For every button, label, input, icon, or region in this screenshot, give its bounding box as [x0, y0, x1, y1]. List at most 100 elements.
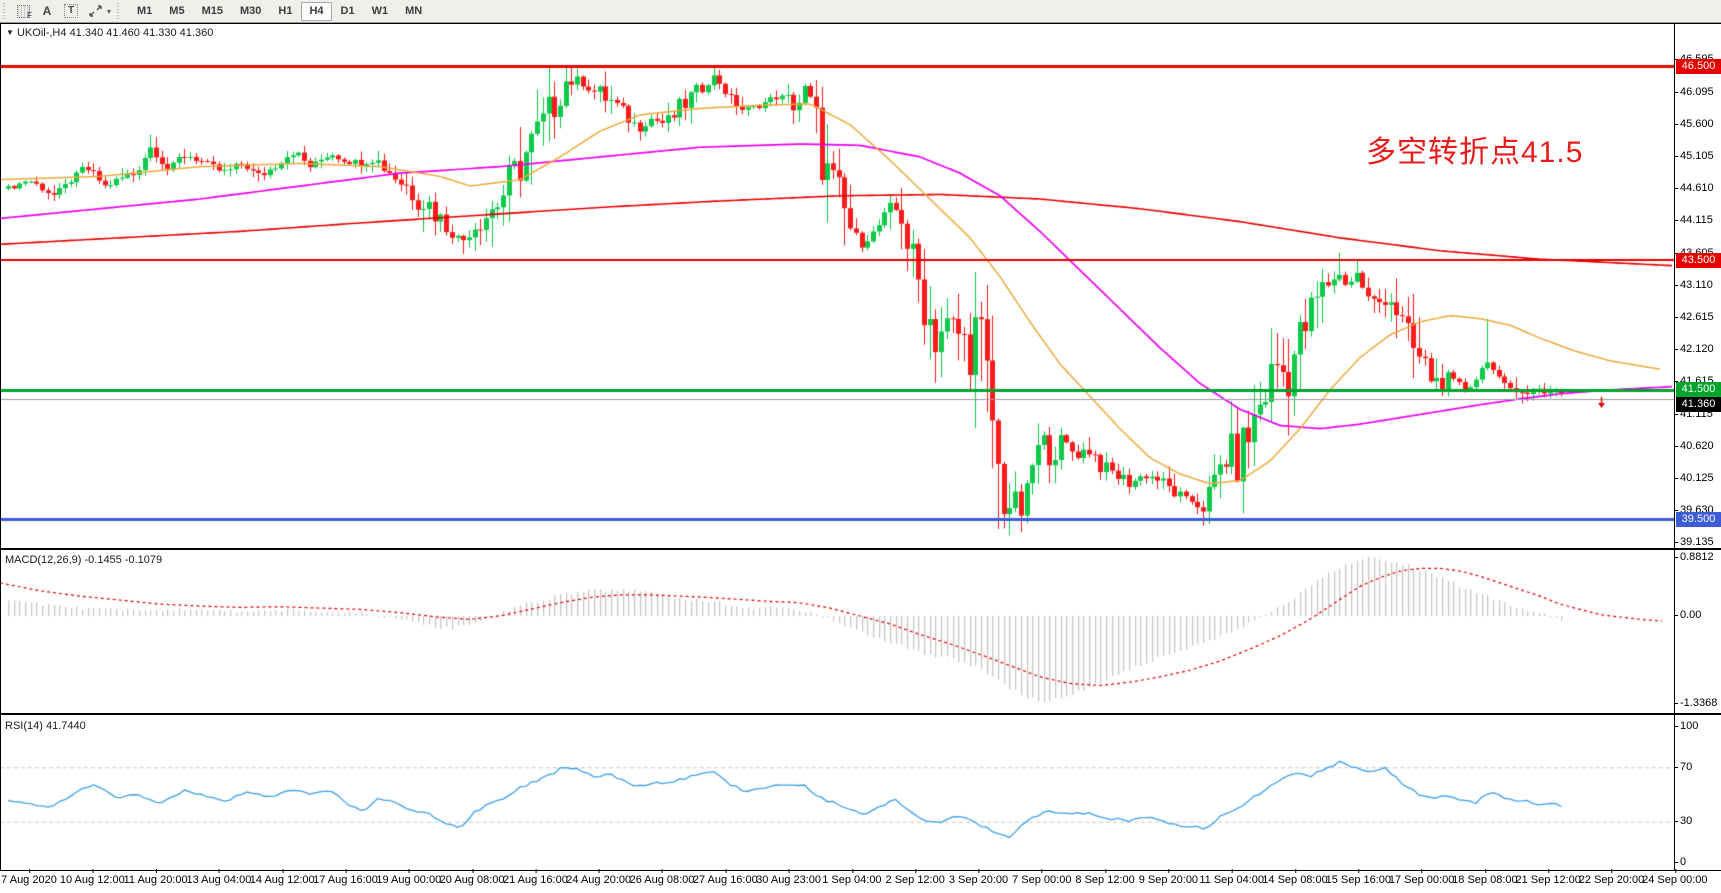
timeframe-drag-handle[interactable]: [116, 3, 122, 19]
text-box-tool-icon[interactable]: T: [61, 2, 81, 20]
price-tick-label: 39.135: [1674, 536, 1721, 549]
grid-f-glyph: F: [27, 11, 32, 20]
time-tick-mark: [1105, 869, 1107, 873]
time-tick-mark: [28, 869, 30, 873]
time-axis-label: 10 Aug 12:00: [60, 869, 125, 886]
time-axis-label: 17 Aug 16:00: [313, 869, 378, 886]
timeframe-button-h4[interactable]: H4: [301, 1, 332, 21]
timeframe-button-m1[interactable]: M1: [137, 4, 153, 17]
rsi-scale-label: 0: [1674, 856, 1721, 869]
time-axis-label: 30 Aug 23:00: [756, 869, 821, 886]
price-tick-mark: [1674, 381, 1678, 383]
time-tick-mark: [1611, 869, 1613, 873]
timeframe-button-m30[interactable]: M30: [239, 4, 262, 17]
collapse-arrow-icon[interactable]: ▼: [6, 28, 14, 37]
price-tick-mark: [1674, 541, 1678, 543]
main-macd-divider[interactable]: [0, 548, 1721, 550]
rsi-scale-label: 70: [1674, 761, 1721, 774]
arrows-tool-icon[interactable]: [85, 2, 105, 20]
time-tick-mark: [345, 869, 347, 873]
toolbar: F A T ▾ M1 M5 M15 M30 H1 H4 D1 W1 MN: [0, 0, 1721, 23]
timeframe-button-w1[interactable]: W1: [371, 4, 389, 17]
rsi-timeaxis-divider: [0, 870, 1721, 871]
crosshair-grid-icon[interactable]: F: [13, 2, 33, 20]
macd-tick-mark: [1674, 615, 1678, 616]
price-tick-label: 40.125: [1674, 472, 1721, 485]
price-tick-mark: [1674, 284, 1678, 286]
price-tick-label: 45.105: [1674, 150, 1721, 163]
time-tick-mark: [1484, 869, 1486, 873]
time-axis-label: 20 Aug 08:00: [440, 869, 505, 886]
time-axis-label: 13 Aug 04:00: [186, 869, 251, 886]
time-tick-mark: [978, 869, 980, 873]
time-tick-mark: [535, 869, 537, 873]
chart-left-border: [0, 23, 1, 871]
rsi-tick-mark: [1674, 862, 1678, 863]
time-tick-mark: [851, 869, 853, 873]
time-tick-mark: [662, 869, 663, 873]
text-label-tool-icon[interactable]: A: [42, 4, 52, 18]
rsi-tick-mark: [1674, 766, 1678, 768]
price-tick-label: 43.110: [1674, 279, 1721, 292]
price-tick-label: 40.620: [1674, 440, 1721, 453]
time-tick-mark: [725, 869, 727, 873]
time-axis-label: 15 Sep 16:00: [1326, 869, 1391, 886]
rsi-label: RSI(14): [5, 720, 43, 732]
timeframe-button-mn[interactable]: MN: [405, 4, 423, 17]
price-badge-39.500: 39.500: [1676, 511, 1721, 527]
price-tick-mark: [1674, 91, 1678, 93]
price-tick-label: 42.615: [1674, 311, 1721, 324]
timeframe-button-m15[interactable]: M15: [201, 4, 223, 17]
macd-rsi-divider[interactable]: [0, 713, 1721, 715]
time-axis-label: 17 Sep 00:00: [1389, 869, 1454, 886]
rsi-scale-label: 100: [1674, 720, 1721, 733]
time-tick-mark: [1548, 869, 1550, 873]
symbol-name: UKOil-,H4: [16, 27, 67, 39]
macd-tick-mark: [1674, 703, 1678, 705]
main-price-chart[interactable]: [0, 24, 1674, 548]
time-tick-mark: [155, 869, 157, 873]
time-tick-mark: [598, 869, 600, 873]
symbol-ohlc-values: 41.340 41.460 41.330 41.360: [69, 27, 214, 39]
time-tick-mark: [1421, 869, 1423, 873]
time-tick-mark: [1231, 869, 1233, 873]
timeframe-button-d1[interactable]: D1: [340, 4, 355, 17]
toolbar-drag-handle[interactable]: [2, 3, 7, 19]
price-tick-mark: [1674, 445, 1678, 447]
arrows-icon-svg: [88, 5, 102, 17]
time-tick-mark: [1294, 869, 1296, 873]
time-tick-mark: [915, 869, 917, 873]
time-axis-label: 2 Sep 12:00: [886, 869, 945, 886]
price-axis-divider[interactable]: [1674, 23, 1675, 871]
rsi-scale-label: 30: [1674, 815, 1721, 828]
time-axis-label: 21 Sep 12:00: [1515, 869, 1581, 886]
macd-indicator-chart[interactable]: [0, 550, 1674, 713]
chart-text-annotation[interactable]: 多空转折点41.5: [1366, 136, 1584, 169]
price-tick-label: 45.600: [1674, 118, 1721, 131]
macd-header: MACD(12,26,9) -0.1455 -0.1079: [5, 554, 162, 566]
time-axis-label: 11 Aug 20:00: [124, 869, 188, 886]
rsi-indicator-chart[interactable]: [0, 715, 1674, 870]
price-tick-label: 46.095: [1674, 86, 1721, 99]
price-badge-43.500: 43.500: [1676, 252, 1721, 268]
time-axis-label: 24 Sep 00:00: [1642, 869, 1708, 886]
grid-square-glyph: [16, 4, 30, 18]
time-axis-label: 11 Sep 04:00: [1199, 869, 1264, 886]
time-axis-label: 14 Sep 08:00: [1262, 869, 1328, 886]
time-axis-label: 7 Sep 00:00: [1012, 869, 1071, 886]
time-tick-mark: [408, 869, 410, 873]
timeframe-button-m5[interactable]: M5: [169, 4, 185, 17]
price-badge-41.360: 41.360: [1676, 397, 1721, 413]
timeframe-button-h1[interactable]: H1: [278, 4, 293, 17]
arrows-tool-dropdown-caret[interactable]: ▾: [107, 6, 112, 16]
price-tick-mark: [1674, 155, 1678, 157]
price-tick-mark: [1674, 509, 1678, 511]
macd-scale-label: 0.00: [1674, 609, 1721, 622]
macd-tick-mark: [1674, 557, 1678, 558]
macd-values: -0.1455 -0.1079: [84, 554, 163, 566]
macd-label: MACD(12,26,9): [5, 554, 82, 566]
rsi-header: RSI(14) 41.7440: [5, 720, 86, 732]
timeframe-button-group: M1 M5 M15 M30 H1 H4 D1 W1 MN: [129, 1, 431, 21]
time-axis-label: 3 Sep 20:00: [949, 869, 1008, 886]
